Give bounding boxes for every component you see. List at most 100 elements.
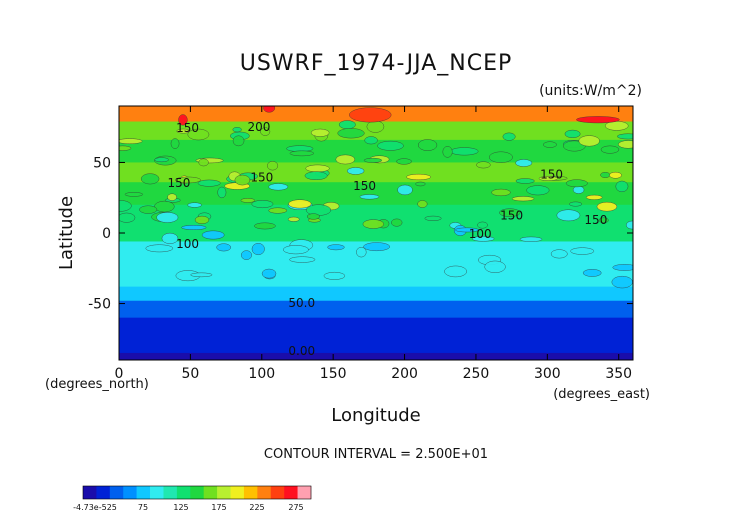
contour-region bbox=[519, 236, 543, 242]
colorbar-tick-label: 175 bbox=[211, 503, 226, 512]
contour-region bbox=[119, 200, 132, 212]
contour-region bbox=[565, 179, 588, 188]
band-10 bbox=[119, 300, 633, 319]
contour-region bbox=[232, 135, 245, 147]
contour-region bbox=[415, 181, 426, 187]
contour-region bbox=[194, 215, 210, 224]
y-axis-ticks: -50 0 50 bbox=[88, 155, 633, 313]
band-8 bbox=[119, 255, 633, 288]
contour-regions bbox=[119, 106, 633, 289]
contour-region bbox=[251, 200, 274, 209]
contour-region bbox=[626, 220, 633, 230]
contour-region bbox=[600, 145, 620, 154]
x-tick-label: 200 bbox=[391, 366, 418, 382]
band-11 bbox=[119, 317, 633, 354]
contour-region bbox=[261, 268, 277, 279]
contour-region bbox=[618, 140, 633, 149]
contour-label: 200 bbox=[247, 120, 270, 134]
x-unit-label: (degrees_east) bbox=[553, 387, 650, 402]
contour-region bbox=[377, 140, 404, 151]
contour-region bbox=[241, 250, 252, 260]
x-tick-label: 100 bbox=[248, 366, 275, 382]
contour-region bbox=[306, 213, 320, 220]
contour-region bbox=[444, 265, 467, 278]
contour-region bbox=[349, 107, 392, 123]
contour-region bbox=[198, 158, 209, 167]
colorbar-swatch bbox=[109, 486, 124, 499]
contour-region bbox=[362, 219, 384, 229]
contour-region bbox=[615, 180, 629, 193]
y-tick-label: 50 bbox=[93, 155, 111, 171]
contour-region bbox=[417, 200, 428, 208]
x-tick-label: 150 bbox=[320, 366, 347, 382]
contour-region bbox=[502, 132, 516, 141]
contour-region bbox=[359, 194, 380, 200]
contour-region bbox=[263, 106, 276, 113]
colorbar-swatch bbox=[176, 486, 191, 499]
contour-region bbox=[201, 230, 225, 240]
contour-region bbox=[119, 138, 143, 145]
contour-region bbox=[283, 245, 309, 255]
colorbar-swatch bbox=[243, 486, 258, 499]
colorbar-swatch bbox=[270, 486, 285, 499]
contour-region bbox=[268, 183, 289, 191]
contour-region bbox=[406, 173, 431, 181]
contour-region bbox=[609, 171, 622, 179]
contour-region bbox=[598, 217, 609, 223]
colorbar-frame bbox=[82, 485, 312, 500]
contour-region bbox=[170, 138, 180, 149]
contour-region bbox=[556, 209, 581, 222]
band-6 bbox=[119, 224, 633, 242]
contour-region bbox=[124, 192, 144, 197]
x-tick-label: 250 bbox=[463, 366, 490, 382]
contour-region bbox=[287, 216, 300, 222]
contour-region bbox=[197, 179, 221, 187]
colorbar-swatch bbox=[297, 486, 312, 499]
colorbar-swatch bbox=[150, 486, 164, 499]
contour-region bbox=[570, 247, 595, 255]
contour-region bbox=[181, 225, 207, 230]
contour-region bbox=[617, 133, 633, 140]
x-tick-label: 50 bbox=[181, 366, 199, 382]
contour-region bbox=[363, 157, 383, 163]
colorbar-tick-label: 275 bbox=[288, 503, 303, 512]
contour-region bbox=[611, 275, 633, 289]
contour-region bbox=[499, 208, 521, 217]
contour-region bbox=[586, 194, 603, 200]
y-axis-label: Latitude bbox=[56, 196, 77, 270]
contour-region bbox=[304, 171, 328, 180]
contour-region bbox=[167, 193, 177, 201]
contour-region bbox=[418, 139, 438, 151]
contour-region bbox=[289, 256, 316, 263]
contour-region bbox=[356, 247, 367, 258]
contour-region bbox=[232, 127, 242, 133]
colorbar bbox=[82, 485, 312, 500]
contour-region bbox=[187, 202, 202, 208]
x-axis-ticks: 0 50 100 150 200 250 300 350 bbox=[115, 106, 632, 382]
contour-region bbox=[596, 201, 618, 212]
contour-region bbox=[572, 185, 585, 194]
contour-region bbox=[472, 236, 495, 242]
contour-region bbox=[310, 128, 330, 137]
contour-region bbox=[156, 212, 179, 223]
contour-region bbox=[161, 232, 179, 244]
contour-region bbox=[363, 242, 390, 252]
band-12 bbox=[119, 352, 633, 360]
contour-region bbox=[347, 167, 365, 175]
contour-region bbox=[476, 161, 491, 169]
contour-region bbox=[338, 120, 356, 130]
contour-region bbox=[178, 114, 188, 126]
x-tick-label: 350 bbox=[605, 366, 632, 382]
y-tick-label: -50 bbox=[88, 297, 111, 313]
contour-label: 150 bbox=[250, 171, 273, 185]
contour-region bbox=[337, 128, 365, 139]
colorbar-swatch bbox=[230, 486, 245, 499]
contour-region bbox=[397, 184, 413, 196]
contour-region bbox=[543, 141, 557, 148]
colorbar-tick-label: 125 bbox=[173, 503, 188, 512]
x-tick-label: 0 bbox=[115, 366, 124, 382]
contour-region bbox=[396, 158, 412, 165]
contour-label: 0.00 bbox=[288, 344, 315, 358]
